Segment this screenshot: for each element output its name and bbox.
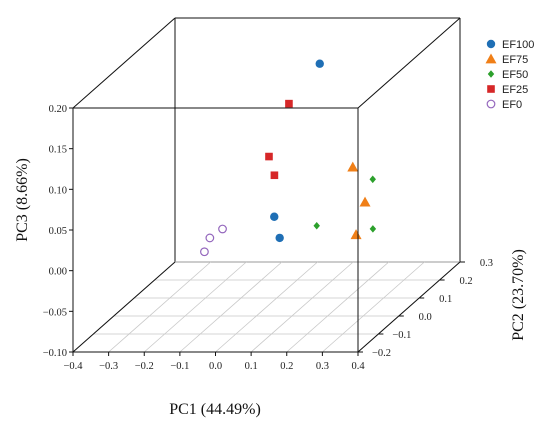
legend-label: EF100 <box>502 39 534 51</box>
legend-item-ef25: EF25 <box>487 84 528 96</box>
z-tick-label: 0.20 <box>49 104 67 115</box>
x-tick-label: 0.1 <box>245 361 258 372</box>
y-tick-label: 0.1 <box>439 294 452 305</box>
x-tick-label: −0.3 <box>99 361 118 372</box>
data-point <box>205 233 215 243</box>
grid-line-x <box>322 261 425 353</box>
z-tick-label: 0.05 <box>49 226 67 237</box>
box-edge <box>357 261 461 353</box>
legend-label: EF0 <box>502 99 522 111</box>
x-axis-title: PC1 (44.49%) <box>169 401 261 418</box>
data-point <box>347 161 359 172</box>
legend-marker <box>485 53 497 64</box>
x-tick-label: −0.1 <box>170 361 189 372</box>
y-axis-ticks: −0.2−0.1 0.0 0.1 0.2 0.3 <box>358 258 493 359</box>
x-tick-label: 0.3 <box>316 361 329 372</box>
series-ef50 <box>313 175 377 233</box>
data-points <box>200 59 377 257</box>
box-edge <box>357 17 461 109</box>
series-ef25 <box>265 99 293 180</box>
y-axis-title: PC2 (23.70%) <box>510 249 527 341</box>
y-tick-label: −0.1 <box>392 330 411 341</box>
grid-line-x <box>108 261 211 353</box>
legend-item-ef50: EF50 <box>487 69 528 81</box>
legend-item-ef75: EF75 <box>485 53 528 66</box>
series-ef75 <box>347 161 371 240</box>
data-point <box>359 196 371 207</box>
legend-label: EF75 <box>502 54 528 66</box>
x-tick-label: −0.2 <box>135 361 154 372</box>
grid-line-x <box>215 261 318 353</box>
z-axis-title: PC3 (8.66%) <box>14 158 31 242</box>
legend-label: EF50 <box>502 69 528 81</box>
x-axis-ticks: −0.4 −0.3 −0.2 −0.1 0.0 0.1 0.2 0.3 0.4 <box>63 352 365 372</box>
data-point <box>369 225 377 233</box>
data-point <box>200 247 209 257</box>
grid-line-x <box>250 261 354 353</box>
legend-marker <box>486 99 496 109</box>
legend-marker <box>486 39 496 49</box>
box-edge <box>72 261 176 353</box>
z-tick-label: 0.00 <box>49 267 67 278</box>
y-tick-label: 0.0 <box>419 312 432 323</box>
data-point <box>218 224 227 234</box>
y-tick-label: 0.3 <box>480 258 493 269</box>
legend-marker <box>487 70 495 78</box>
data-point <box>369 175 376 184</box>
x-tick-label: 0.0 <box>209 361 222 372</box>
data-point <box>313 221 320 230</box>
x-tick-label: 0.2 <box>280 361 293 372</box>
z-tick-label: 0.15 <box>49 145 67 156</box>
data-point <box>315 59 324 68</box>
z-axis-ticks: −0.10 −0.05 0.00 0.05 0.10 0.15 0.20 <box>43 104 73 359</box>
legend-item-ef100: EF100 <box>486 39 534 51</box>
y-tick-label: −0.2 <box>372 348 391 359</box>
grid-line-x <box>179 261 283 353</box>
data-point <box>270 171 279 180</box>
data-point <box>265 152 273 161</box>
series-ef100 <box>270 59 324 243</box>
plot-box-front-edges <box>72 107 461 353</box>
box-edge <box>72 17 176 109</box>
legend-item-ef0: EF0 <box>486 99 522 111</box>
data-point <box>350 229 362 240</box>
data-point <box>270 212 279 221</box>
grid-line-x <box>143 261 247 353</box>
legend: EF100 EF75 EF50 EF25 EF0 <box>485 39 534 111</box>
plot-box-back-edges <box>72 17 461 263</box>
legend-label: EF25 <box>502 84 528 96</box>
series-ef0 <box>200 224 227 257</box>
data-point <box>285 99 293 108</box>
grid-line-x <box>286 261 390 353</box>
z-tick-label: 0.10 <box>49 185 67 196</box>
data-point <box>275 233 284 243</box>
z-tick-label: −0.05 <box>43 307 67 318</box>
z-tick-label: −0.10 <box>43 348 67 359</box>
legend-marker <box>487 85 495 93</box>
x-tick-label: −0.4 <box>63 361 83 372</box>
y-tick-label: 0.2 <box>459 276 472 287</box>
x-tick-label: 0.4 <box>351 361 365 372</box>
